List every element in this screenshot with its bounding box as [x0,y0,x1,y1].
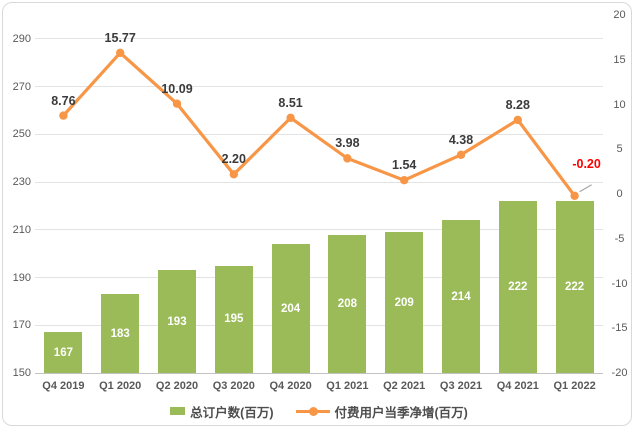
line-point-marker [172,99,182,108]
gridline [35,86,603,88]
line-value-label: 15.77 [104,30,136,45]
right-axis-tick-label: 0 [616,188,623,200]
legend-item-subscribers: 总订户数(百万) [170,402,274,421]
left-axis-tick-label: 230 [12,176,31,189]
bar [271,244,310,373]
line-swatch-dot [308,406,318,416]
left-axis-tick-label: 270 [12,80,31,93]
legend-item-net-adds: 付费用户当季净增(百万) [295,402,468,421]
gridline [35,277,603,279]
line-point-marker [59,111,68,120]
bar [101,294,140,373]
category-axis-label: Q3 2021 [439,380,483,392]
line-value-label: 4.38 [448,132,474,147]
line-point-marker [400,176,409,185]
line-value-label: -0.20 [572,156,601,171]
legend-label-subscribers: 总订户数(百万) [190,405,274,420]
line-point-marker [513,115,522,125]
right-axis-tick-label: 10 [613,98,626,111]
left-axis-tick-label: 210 [12,223,31,236]
line-point-marker [116,48,125,58]
line-value-label: 1.54 [392,158,417,173]
gridline [35,38,603,40]
category-axis-label: Q2 2020 [155,380,199,392]
right-axis-tick-label: 5 [616,143,623,156]
category-axis-label: Q4 2021 [496,380,539,392]
line-series-path [61,51,577,198]
left-axis-tick-label: 150 [12,367,31,379]
line-value-label: 10.09 [161,81,193,96]
gridline [35,229,603,231]
bar-value-label: 222 [565,281,585,294]
bar [44,332,83,373]
legend-label-net-adds: 付费用户当季净增(百万) [334,405,468,420]
gridline [35,133,603,135]
line-value-label: 8.76 [51,93,76,108]
right-axis-tick-label: -5 [614,232,625,245]
bar-value-label: 204 [281,302,301,315]
bar [328,234,367,373]
bar [442,220,480,373]
line-point-marker [286,113,295,123]
bar-value-label: 214 [451,290,471,303]
bar [555,201,594,373]
left-axis-tick-label: 290 [12,32,31,45]
bar-value-label: 222 [508,281,528,294]
bar [214,265,253,373]
gridline [35,324,603,326]
legend: 总订户数(百万) 付费用户当季净增(百万) [35,401,603,421]
line-point-marker [456,150,466,159]
left-axis-tick-label: 190 [12,271,31,284]
category-axis-label: Q1 2021 [326,380,369,392]
gridline [35,181,603,183]
category-axis-label: Q1 2022 [553,380,596,392]
right-axis-tick-label: -15 [611,322,628,335]
line-series-swatch-icon [295,406,330,416]
bar [385,232,424,373]
bar-value-label: 195 [224,313,244,326]
bar [158,270,196,373]
category-axis-label: Q3 2020 [212,380,255,392]
bar [498,201,537,373]
left-axis-tick-label: 250 [12,128,31,141]
category-axis-label: Q2 2021 [383,380,426,392]
bar-series-swatch-icon [170,407,186,415]
line-value-label: 8.51 [278,95,303,110]
bar-value-label: 209 [394,296,414,309]
line-value-label: 8.28 [505,97,530,112]
bar-value-label: 183 [110,327,130,340]
bar-value-label: 208 [337,297,357,310]
right-axis-tick-label: 20 [613,9,626,21]
line-point-marker [343,154,352,163]
bar-value-label: 193 [167,315,187,328]
gridline [35,372,603,374]
bar-value-label: 167 [53,346,73,359]
data-label-leader-line [579,184,592,193]
right-axis-tick-label: 15 [613,53,626,66]
category-axis-label: Q4 2020 [269,380,312,392]
line-point-marker [570,191,579,200]
line-point-marker [229,170,238,179]
line-value-label: 2.20 [221,152,246,167]
line-value-label: 3.98 [335,136,360,151]
left-axis-tick-label: 170 [12,319,31,332]
right-axis-tick-label: -10 [611,277,628,290]
category-axis-label: Q4 2019 [42,380,85,392]
right-axis-tick-label: -20 [611,367,628,379]
category-axis-label: Q1 2020 [99,380,142,392]
